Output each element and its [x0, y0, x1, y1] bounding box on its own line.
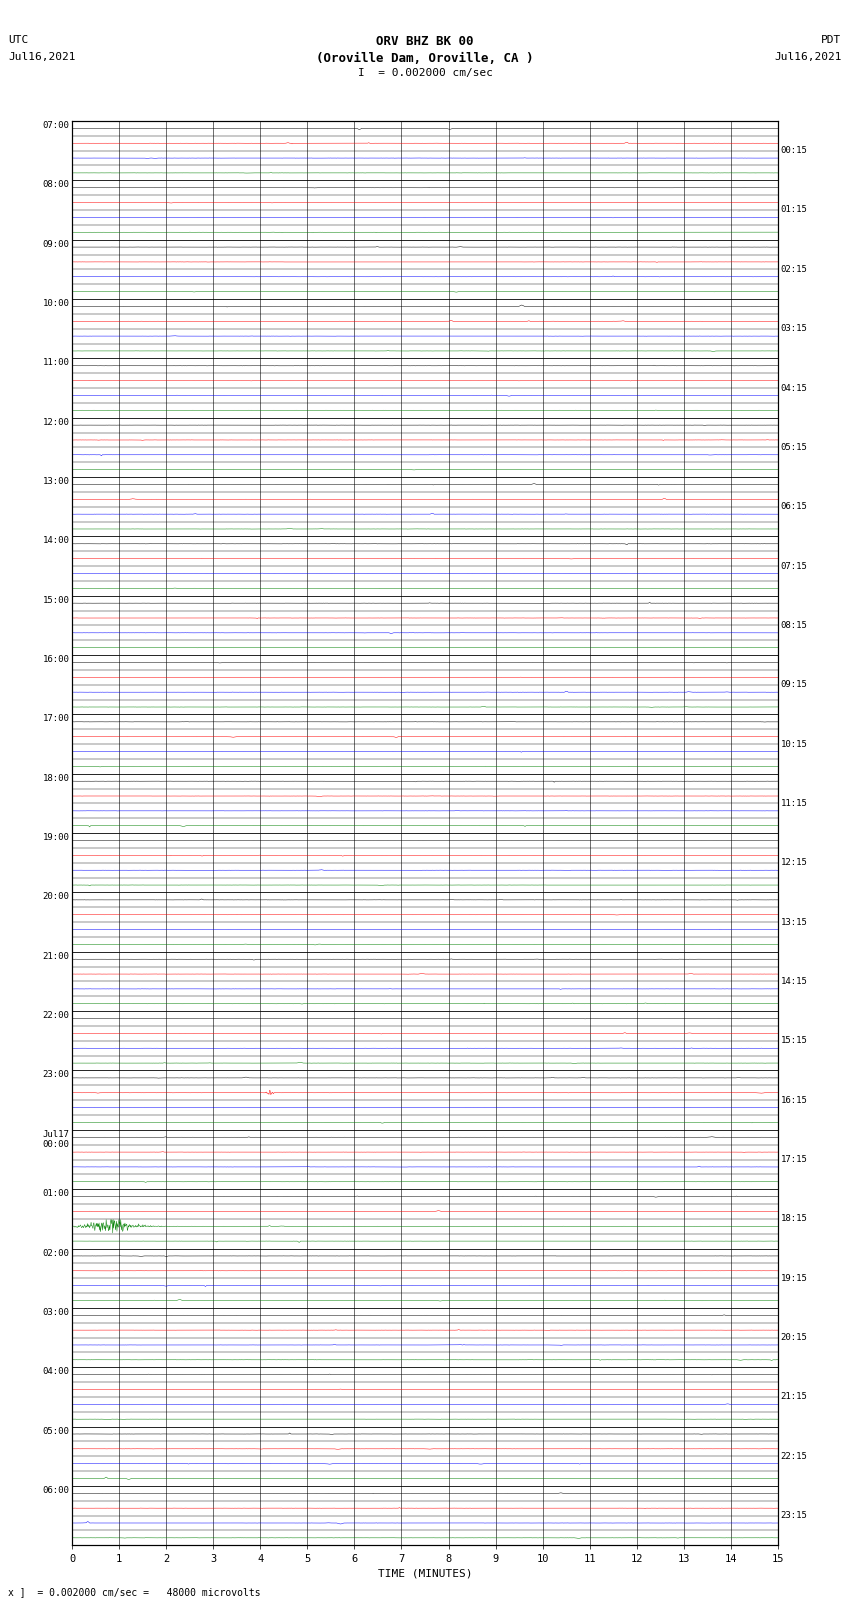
Text: I  = 0.002000 cm/sec: I = 0.002000 cm/sec: [358, 68, 492, 77]
X-axis label: TIME (MINUTES): TIME (MINUTES): [377, 1568, 473, 1579]
Text: ORV BHZ BK 00: ORV BHZ BK 00: [377, 35, 473, 48]
Text: PDT: PDT: [821, 35, 842, 45]
Text: (Oroville Dam, Oroville, CA ): (Oroville Dam, Oroville, CA ): [316, 52, 534, 65]
Text: UTC: UTC: [8, 35, 29, 45]
Text: Jul16,2021: Jul16,2021: [8, 52, 76, 61]
Text: x ]  = 0.002000 cm/sec =   48000 microvolts: x ] = 0.002000 cm/sec = 48000 microvolts: [8, 1587, 261, 1597]
Text: Jul16,2021: Jul16,2021: [774, 52, 842, 61]
